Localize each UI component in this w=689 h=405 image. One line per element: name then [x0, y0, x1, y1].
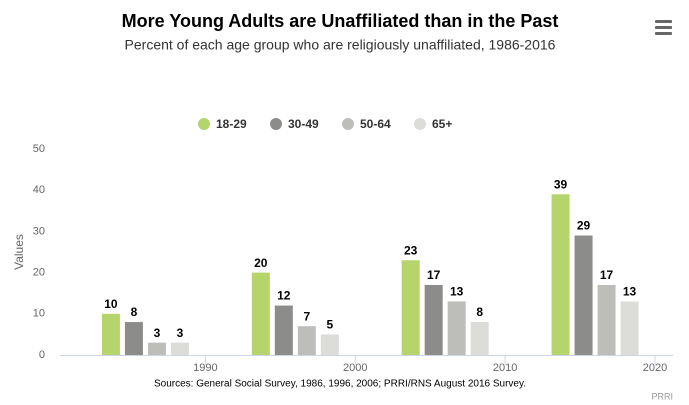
y-tick-label: 30 — [33, 225, 45, 237]
legend-label: 18-29 — [216, 117, 247, 131]
data-label: 13 — [450, 285, 464, 299]
x-tick-label: 2020 — [643, 362, 667, 374]
x-tick-label: 2000 — [343, 362, 367, 374]
y-tick-label: 20 — [33, 267, 45, 279]
y-axis-title: Values — [12, 234, 26, 270]
bar — [297, 326, 316, 355]
bar — [447, 301, 466, 355]
bar — [401, 260, 420, 355]
y-tick-label: 40 — [33, 184, 45, 196]
bar — [470, 322, 489, 355]
chart-subtitle: Percent of each age group who are religi… — [125, 37, 556, 53]
menu-bar — [655, 32, 672, 35]
x-tick-label: 2010 — [493, 362, 517, 374]
legend-label: 65+ — [432, 117, 452, 131]
legend-label: 30-49 — [288, 117, 319, 131]
legend-marker — [270, 118, 282, 130]
data-label: 3 — [177, 326, 184, 340]
x-tick-label: 1990 — [193, 362, 217, 374]
bar — [170, 342, 189, 355]
legend-marker — [198, 118, 210, 130]
menu-bar — [655, 20, 672, 23]
data-label: 17 — [600, 268, 614, 282]
data-label: 3 — [154, 326, 161, 340]
bar — [274, 305, 293, 355]
bar — [251, 272, 270, 355]
data-label: 8 — [476, 305, 483, 319]
credit: PRRI — [651, 391, 673, 401]
data-label: 23 — [404, 243, 418, 257]
data-label: 8 — [131, 305, 138, 319]
data-label: 12 — [277, 289, 291, 303]
data-label: 39 — [554, 177, 568, 191]
data-label: 17 — [427, 268, 441, 282]
bar — [147, 342, 166, 355]
data-label: 5 — [326, 318, 333, 332]
y-tick-label: 50 — [33, 143, 45, 155]
legend-marker — [342, 118, 354, 130]
bar — [424, 284, 443, 355]
chart-title: More Young Adults are Unaffiliated than … — [122, 11, 559, 31]
legend-marker — [414, 118, 426, 130]
bar — [320, 334, 339, 355]
legend-label: 50-64 — [360, 117, 391, 131]
data-label: 29 — [577, 219, 591, 233]
data-label: 13 — [623, 285, 637, 299]
data-label: 20 — [254, 256, 268, 270]
data-label: 7 — [303, 309, 310, 323]
caption: Sources: General Social Survey, 1986, 19… — [154, 379, 526, 390]
menu-button[interactable] — [650, 15, 676, 39]
bar — [574, 235, 593, 355]
y-tick-label: 10 — [33, 308, 45, 320]
bar — [620, 301, 639, 355]
bar — [101, 313, 120, 355]
y-tick-label: 0 — [39, 349, 45, 361]
bar — [551, 194, 570, 355]
data-label: 10 — [104, 297, 118, 311]
bar — [124, 322, 143, 355]
menu-bar — [655, 26, 672, 29]
bar — [597, 284, 616, 355]
